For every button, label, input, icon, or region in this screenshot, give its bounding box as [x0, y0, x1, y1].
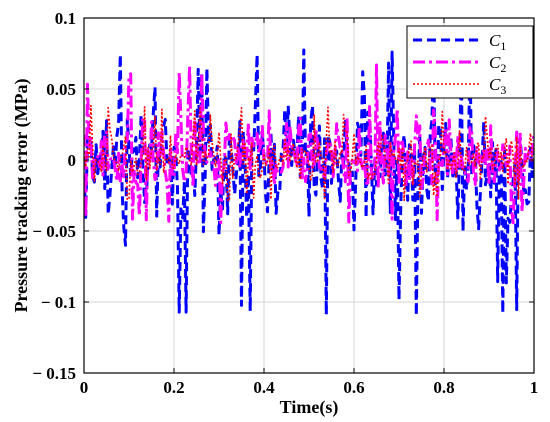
- y-tick-label: − 0.1: [41, 293, 76, 312]
- y-tick-label: 0: [68, 151, 77, 170]
- y-tick-label: − 0.15: [32, 364, 76, 383]
- x-tick-label: 0.2: [163, 378, 184, 397]
- x-axis-label: Time(s): [280, 397, 339, 418]
- series-line-C2: [84, 63, 534, 225]
- x-tick-label: 0.4: [253, 378, 275, 397]
- y-tick-labels: − 0.15 − 0.1 − 0.05 0 0.05 0.1: [32, 9, 76, 383]
- x-tick-labels: 0 0.2 0.4 0.6 0.8 1: [80, 378, 539, 397]
- y-tick-label: 0.05: [46, 80, 76, 99]
- series-line-C3: [84, 104, 534, 202]
- y-tick-label: − 0.05: [32, 222, 76, 241]
- x-tick-label: 1: [530, 378, 539, 397]
- x-tick-label: 0.6: [343, 378, 364, 397]
- axis-ticks: [83, 17, 535, 374]
- x-tick-label: 0: [80, 378, 89, 397]
- series-layer: [84, 48, 534, 317]
- y-axis-label: Pressure tracking error (MPa): [11, 78, 32, 312]
- y-tick-label: 0.1: [55, 9, 76, 28]
- plot-frame: [83, 17, 535, 374]
- x-tick-label: 0.8: [433, 378, 454, 397]
